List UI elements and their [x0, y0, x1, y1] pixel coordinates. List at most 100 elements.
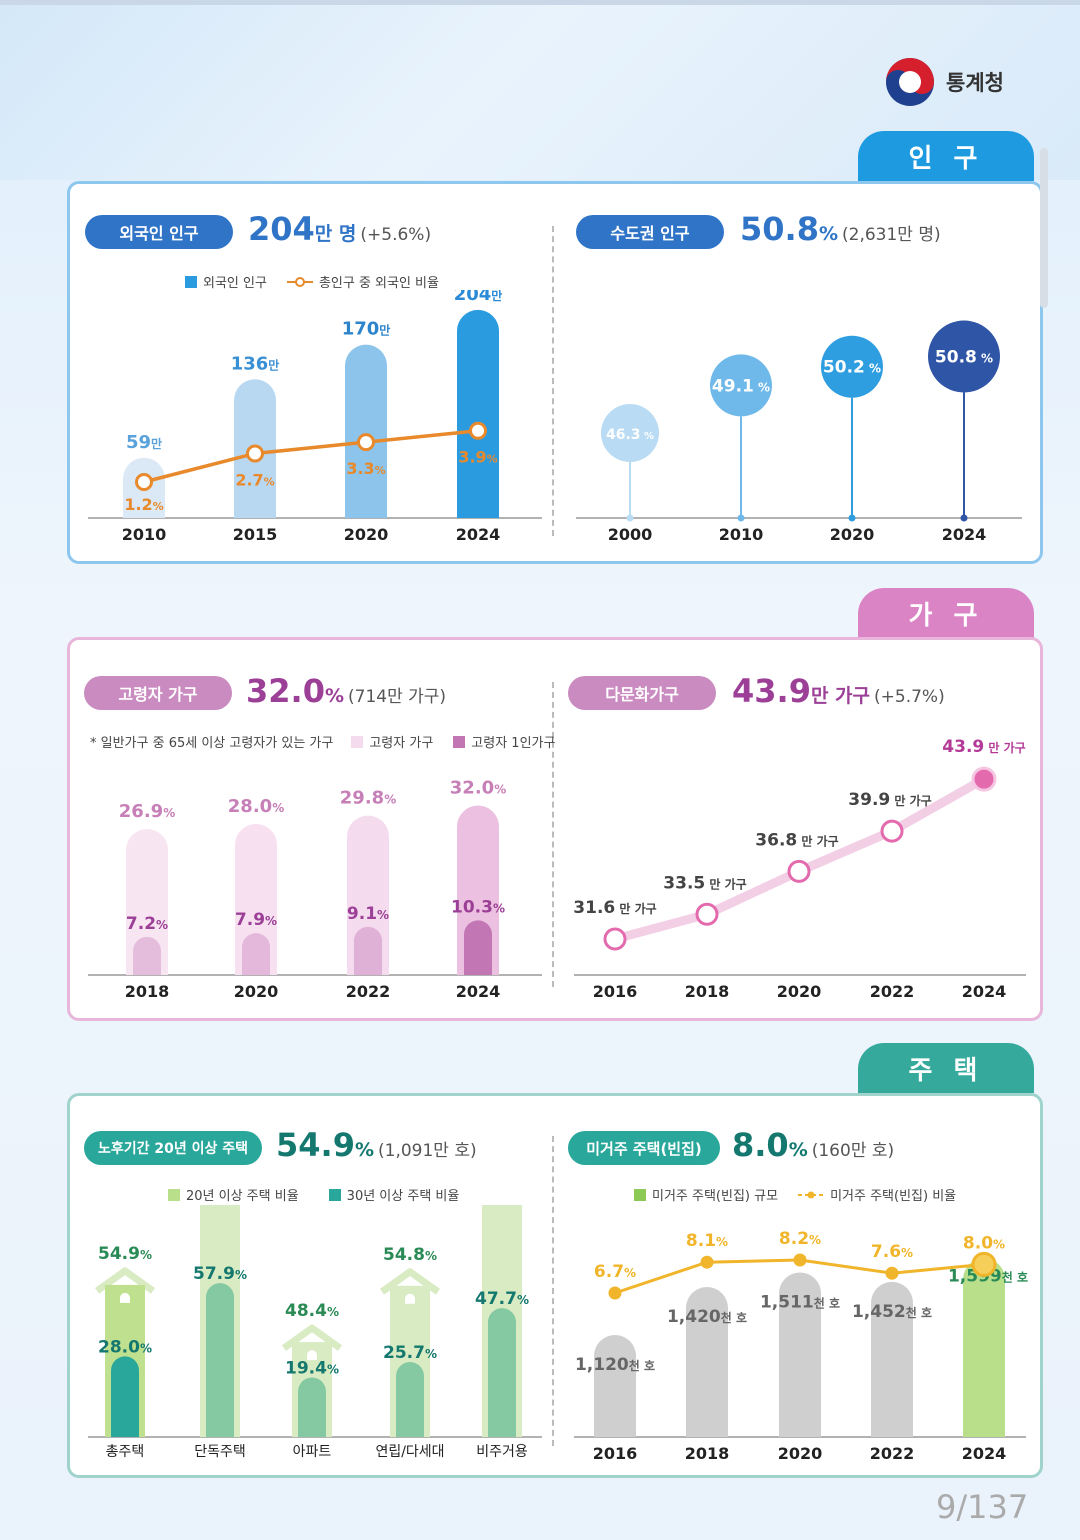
vacant-ratio-point-2020	[793, 1253, 807, 1267]
page-indicator: 9/137	[936, 1488, 1029, 1526]
capital-value: 50.8	[740, 210, 819, 248]
ratio-line	[143, 428, 479, 484]
aged-30y-label-단독주택: 57.9%	[193, 1264, 247, 1284]
bar-vacant-label-2022: 1,452천 호	[852, 1302, 932, 1322]
multicultural-unit: 만 가구	[810, 685, 871, 707]
bar-vacant-label-2018: 1,420천 호	[667, 1307, 747, 1327]
foreign-sub: (+5.6%)	[360, 225, 432, 245]
bar-elderly-label-2020: 28.0%	[228, 796, 284, 817]
capital-chart: 46.3 % 2000 49.1 % 2010 50.2 % 2020 50.8 % 2024	[576, 320, 1022, 544]
vacant-unit: %	[788, 1139, 808, 1161]
x-tick-아파트: 아파트	[293, 1444, 332, 1460]
legend-vacant-line-icon	[798, 1191, 825, 1198]
bar-vacant-2022	[871, 1281, 913, 1437]
aged-20y-label-연립/다세대: 54.8%	[383, 1245, 437, 1265]
households-label-2018: 33.5 만 가구	[663, 873, 746, 893]
elderly-chart: 26.9% 7.2% 2018 28.0% 7.9% 2020 29.8% 9.1% 2022 3…	[88, 778, 542, 1001]
x-tick-2018: 2018	[685, 982, 730, 1001]
house-30y-비주거용	[488, 1308, 516, 1437]
aged-pill: 노후기간 20년 이상 주택	[84, 1131, 262, 1165]
bar-elderly-single-2022	[354, 926, 382, 975]
ratio-point-2020	[357, 433, 375, 452]
stem-base-2000	[626, 514, 634, 522]
x-tick-2024: 2024	[962, 982, 1007, 1001]
bar-label-2024: 204만	[454, 290, 503, 305]
bar-vacant-2018	[686, 1287, 728, 1437]
bar-elderly-single-label-2024: 10.3%	[451, 897, 505, 917]
households-label-2024: 43.9 만 가구	[942, 737, 1025, 757]
x-tick-2000: 2000	[608, 525, 653, 544]
house-30y-단독주택	[206, 1283, 234, 1437]
bar-elderly-single-2024	[464, 920, 492, 975]
elderly-sub: (714만 가구)	[348, 687, 447, 707]
vacant-ratio-point-2024	[971, 1251, 997, 1277]
foreign-chart: 59만 2010 136만 2015 170만 2020 204만 2024 1.2% 2.7% 3…	[88, 290, 542, 544]
legend-vacant-line-label: 미거주 주택(빈집) 비율	[830, 1189, 957, 1204]
legend-vacant-bar-swatch	[634, 1188, 646, 1201]
aged-30y-label-연립/다세대: 25.7%	[383, 1343, 437, 1363]
x-tick-2016: 2016	[593, 982, 638, 1001]
legend-bar-label: 외국인 인구	[203, 276, 267, 291]
vacant-ratio-label-2016: 6.7%	[594, 1262, 636, 1282]
vacant-ratio-label-2024: 8.0%	[963, 1233, 1005, 1253]
legend-line-icon	[286, 276, 313, 287]
scrollbar[interactable]	[1040, 148, 1048, 308]
vacant-ratio-point-2018	[700, 1255, 714, 1269]
legend-30y-label: 30년 이상 주택 비율	[346, 1189, 460, 1204]
foreign-unit: 만 명	[314, 223, 357, 245]
bubble-label-2010: 49.1 %	[712, 376, 770, 396]
aged-30y-label-아파트: 19.4%	[285, 1358, 339, 1378]
x-tick-2020: 2020	[234, 982, 279, 1001]
ratio-label-2020: 3.3%	[346, 459, 385, 478]
households-point-2022	[880, 819, 904, 843]
vacant-sub: (160만 호)	[811, 1141, 895, 1161]
x-tick-2010: 2010	[719, 525, 764, 544]
x-tick-2010: 2010	[122, 525, 167, 544]
stem-base-2020	[848, 514, 856, 522]
bar-elderly-2020	[235, 823, 277, 975]
legend-bar-swatch	[185, 275, 197, 288]
legend-20y-label: 20년 이상 주택 비율	[186, 1189, 299, 1204]
tab-population[interactable]: 인 구	[858, 131, 1034, 181]
foreign-headline: 204 만 명 (+5.6%)	[248, 210, 431, 248]
bar-elderly-single-label-2018: 7.2%	[126, 914, 168, 934]
house-30y-총주택	[111, 1356, 139, 1437]
tab-household[interactable]: 가 구	[858, 588, 1034, 638]
bubble-2000	[601, 404, 659, 462]
legend-line-label: 총인구 중 외국인 비율	[318, 276, 439, 291]
aged-chart: 54.9%28.0%총주택75.9%57.9%단독주택48.4%19.4%아파트…	[88, 1205, 542, 1460]
legend-20y-swatch	[168, 1188, 180, 1201]
vacant-ratio-label-2022: 7.6%	[871, 1242, 913, 1262]
tab-housing[interactable]: 주 택	[858, 1043, 1034, 1093]
elderly-headline: 32.0 % (714만 가구)	[246, 672, 446, 710]
bar-vacant-2020	[779, 1272, 821, 1437]
vacant-headline: 8.0 % (160만 호)	[732, 1126, 894, 1164]
households-point-2024	[971, 766, 997, 792]
households-point-2020	[787, 859, 811, 883]
stem-base-2010	[737, 514, 745, 522]
population-divider	[552, 226, 554, 536]
aged-value: 54.9	[276, 1126, 355, 1164]
capital-unit: %	[818, 223, 838, 245]
x-tick-2024: 2024	[942, 525, 987, 544]
x-tick-2024: 2024	[456, 525, 501, 544]
bar-elderly-label-2018: 26.9%	[119, 801, 175, 822]
legend-vacant-bar-label: 미거주 주택(빈집) 규모	[652, 1189, 779, 1204]
bubble-label-2020: 50.2 %	[823, 358, 881, 378]
ratio-label-2024: 3.9%	[458, 448, 497, 467]
elderly-value: 32.0	[246, 672, 325, 710]
x-tick-2022: 2022	[870, 1444, 915, 1463]
x-tick-2024: 2024	[456, 982, 501, 1001]
multicultural-value: 43.9	[732, 672, 811, 710]
house-30y-아파트	[298, 1377, 326, 1437]
foreign-legend: 외국인 인구 총인구 중 외국인 비율	[185, 272, 439, 291]
multicultural-pill: 다문화가구	[568, 676, 716, 710]
capital-pill: 수도권 인구	[576, 215, 724, 249]
bar-foreign-2020	[345, 344, 387, 518]
legend-a-label: 고령자 가구	[369, 736, 434, 751]
vacant-ratio-point-2016	[608, 1286, 622, 1300]
x-tick-2020: 2020	[830, 525, 875, 544]
x-tick-단독주택: 단독주택	[194, 1444, 246, 1460]
bar-elderly-single-label-2022: 9.1%	[347, 904, 389, 924]
bar-foreign-2024	[457, 309, 499, 518]
